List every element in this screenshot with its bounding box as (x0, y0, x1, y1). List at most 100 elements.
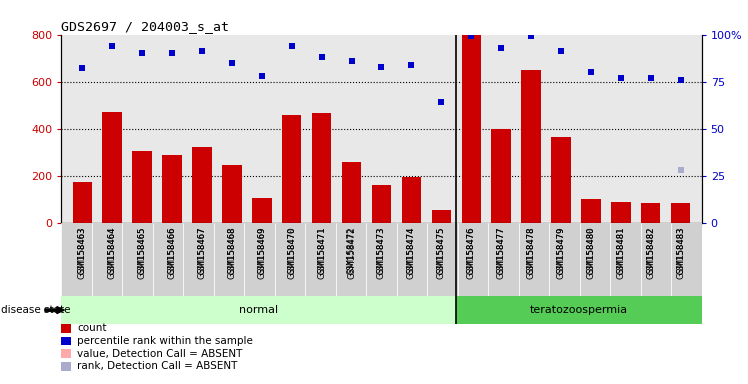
Text: value, Detection Call = ABSENT: value, Detection Call = ABSENT (77, 349, 242, 359)
Bar (252, 198, 272, 223)
Point (136, 50, 148, 56)
Bar (342, 162, 361, 223)
Bar (581, 199, 601, 223)
Text: GSM158478: GSM158478 (527, 227, 536, 274)
Text: GSM158472: GSM158472 (347, 227, 356, 279)
Text: GSM158476: GSM158476 (467, 227, 476, 274)
Text: GSM158478: GSM158478 (527, 227, 536, 279)
Text: GSM158480: GSM158480 (586, 227, 595, 274)
Bar (183, 223, 214, 296)
Point (106, 43, 118, 49)
Bar (372, 185, 391, 223)
Point (555, 48, 567, 55)
Text: GSM158481: GSM158481 (616, 227, 625, 279)
Text: GSM158467: GSM158467 (197, 227, 206, 274)
Text: GSM158472: GSM158472 (347, 227, 356, 274)
Bar (92, 223, 123, 296)
Bar (132, 151, 152, 223)
Bar (610, 223, 640, 296)
Text: GSM158463: GSM158463 (78, 227, 87, 274)
Text: GDS2697 / 204003_s_at: GDS2697 / 204003_s_at (61, 20, 230, 33)
Text: teratozoospermia: teratozoospermia (530, 305, 628, 315)
Bar (521, 70, 541, 223)
Bar (102, 112, 122, 223)
Bar (367, 223, 396, 296)
Bar (491, 129, 511, 223)
Bar (462, 35, 481, 223)
Bar (396, 223, 427, 296)
Bar (222, 165, 242, 223)
Text: percentile rank within the sample: percentile rank within the sample (77, 336, 253, 346)
Point (405, 61, 417, 68)
Text: GSM158467: GSM158467 (197, 227, 206, 279)
Bar (402, 177, 421, 223)
Text: GSM158465: GSM158465 (138, 227, 147, 274)
Text: GSM158477: GSM158477 (497, 227, 506, 274)
Bar (640, 223, 671, 296)
Text: GSM158470: GSM158470 (287, 227, 296, 274)
Text: GSM158479: GSM158479 (557, 227, 565, 279)
Text: GSM158464: GSM158464 (108, 227, 117, 279)
Point (256, 73, 268, 79)
Bar (641, 203, 660, 223)
Bar (123, 223, 153, 296)
Text: GSM158469: GSM158469 (257, 227, 266, 274)
Bar (61, 296, 456, 324)
Bar (192, 147, 212, 223)
Point (316, 54, 328, 60)
Point (76, 65, 88, 71)
Text: GSM158474: GSM158474 (407, 227, 416, 274)
Point (465, 33, 477, 40)
Text: disease state: disease state (1, 305, 71, 315)
Bar (153, 223, 183, 296)
Text: GSM158475: GSM158475 (437, 227, 446, 279)
Point (196, 48, 208, 55)
Bar (518, 223, 549, 296)
Point (675, 77, 687, 83)
Text: GSM158463: GSM158463 (78, 227, 87, 279)
Point (166, 50, 178, 56)
Bar (305, 223, 336, 296)
Text: GSM158464: GSM158464 (108, 227, 117, 274)
Text: GSM158483: GSM158483 (676, 227, 685, 274)
Text: GSM158470: GSM158470 (287, 227, 296, 279)
Text: GSM158474: GSM158474 (407, 227, 416, 279)
Bar (312, 113, 331, 223)
Point (375, 63, 387, 70)
Bar (336, 223, 367, 296)
Point (435, 99, 447, 105)
Text: GSM158465: GSM158465 (138, 227, 147, 279)
Point (346, 58, 358, 64)
Text: GSM158473: GSM158473 (377, 227, 386, 279)
Bar (162, 154, 182, 223)
Bar (275, 223, 305, 296)
Text: GSM158468: GSM158468 (227, 227, 236, 274)
Bar (61, 223, 92, 296)
Text: GSM158480: GSM158480 (586, 227, 595, 279)
Text: GSM158468: GSM158468 (227, 227, 236, 279)
Text: GSM158479: GSM158479 (557, 227, 565, 274)
Text: GSM158473: GSM158473 (377, 227, 386, 274)
Bar (427, 223, 458, 296)
Bar (456, 296, 702, 324)
Bar (551, 137, 571, 223)
Text: GSM158482: GSM158482 (646, 227, 655, 274)
Point (675, 167, 687, 173)
Point (525, 33, 537, 40)
Text: GSM158469: GSM158469 (257, 227, 266, 279)
Bar (580, 223, 610, 296)
Bar (671, 223, 702, 296)
Text: GSM158471: GSM158471 (317, 227, 326, 279)
Text: GSM158466: GSM158466 (168, 227, 177, 279)
Point (585, 69, 597, 75)
Text: GSM158466: GSM158466 (168, 227, 177, 274)
Text: GSM158475: GSM158475 (437, 227, 446, 274)
Point (226, 60, 238, 66)
Bar (432, 210, 451, 223)
Bar (611, 202, 631, 223)
Point (615, 75, 627, 81)
Text: GSM158483: GSM158483 (676, 227, 685, 279)
Bar (549, 223, 580, 296)
Bar (458, 223, 488, 296)
Text: rank, Detection Call = ABSENT: rank, Detection Call = ABSENT (77, 361, 237, 371)
